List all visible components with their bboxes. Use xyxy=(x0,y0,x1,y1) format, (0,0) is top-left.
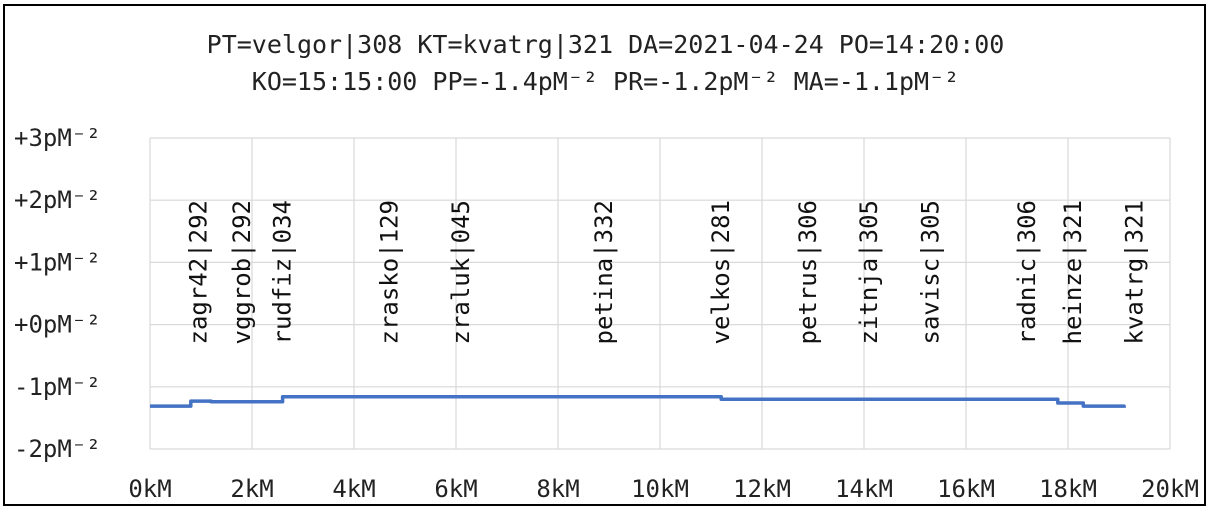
y-tick-label: -2pM⁻² xyxy=(14,435,101,463)
x-tick-label: 20kM xyxy=(1141,475,1199,503)
x-tick-label: 8kM xyxy=(536,475,579,503)
station-label: heinze|321 xyxy=(1059,200,1087,345)
station-label: zagr42|292 xyxy=(184,200,212,345)
station-label: savisc|305 xyxy=(916,200,944,345)
station-label: vggrob|292 xyxy=(228,200,256,345)
x-tick-label: 18kM xyxy=(1039,475,1097,503)
chart-title: PT=velgor|308 KT=kvatrg|321 DA=2021-04-2… xyxy=(206,30,1005,59)
y-tick-label: -1pM⁻² xyxy=(14,373,101,401)
x-tick-label: 16kM xyxy=(937,475,995,503)
x-tick-label: 10kM xyxy=(631,475,689,503)
y-tick-label: +1pM⁻² xyxy=(14,248,101,276)
station-label: velkos|281 xyxy=(707,200,735,345)
station-label: radnic|306 xyxy=(1013,200,1041,345)
y-tick-label: +2pM⁻² xyxy=(14,186,101,214)
x-axis-ticks: 0kM 2kM 4kM 6kM 8kM 10kM 12kM 14kM 16kM 18kM 20kM xyxy=(128,475,1199,503)
x-tick-label: 2kM xyxy=(230,475,273,503)
station-label: petina|332 xyxy=(590,200,618,345)
x-tick-label: 6kM xyxy=(434,475,477,503)
series-line xyxy=(150,395,1126,408)
x-tick-label: 14kM xyxy=(835,475,893,503)
station-label: zraluk|045 xyxy=(447,200,475,345)
x-tick-label: 0kM xyxy=(128,475,171,503)
station-label: zitnja|305 xyxy=(855,200,883,345)
chart-frame xyxy=(3,4,1206,506)
series xyxy=(150,395,1126,408)
chart-subtitle: KO=15:15:00 PP=-1.4pM⁻² PR=-1.2pM⁻² MA=-… xyxy=(251,67,960,96)
x-tick-label: 4kM xyxy=(332,475,375,503)
y-tick-label: +3pM⁻² xyxy=(14,124,101,152)
station-label: rudfiz|034 xyxy=(269,200,297,345)
y-tick-label: +0pM⁻² xyxy=(14,311,101,339)
x-tick-label: 12kM xyxy=(733,475,791,503)
station-label: kvatrg|321 xyxy=(1120,200,1148,345)
grid xyxy=(149,137,1171,450)
station-labels: zagr42|292 vggrob|292 rudfiz|034 zrasko|129… xyxy=(184,200,1148,345)
station-label: petrus|306 xyxy=(794,200,822,345)
station-label: zrasko|129 xyxy=(376,200,404,345)
y-axis-ticks: +3pM⁻² +2pM⁻² +1pM⁻² +0pM⁻² -1pM⁻² -2pM⁻² xyxy=(14,124,101,463)
